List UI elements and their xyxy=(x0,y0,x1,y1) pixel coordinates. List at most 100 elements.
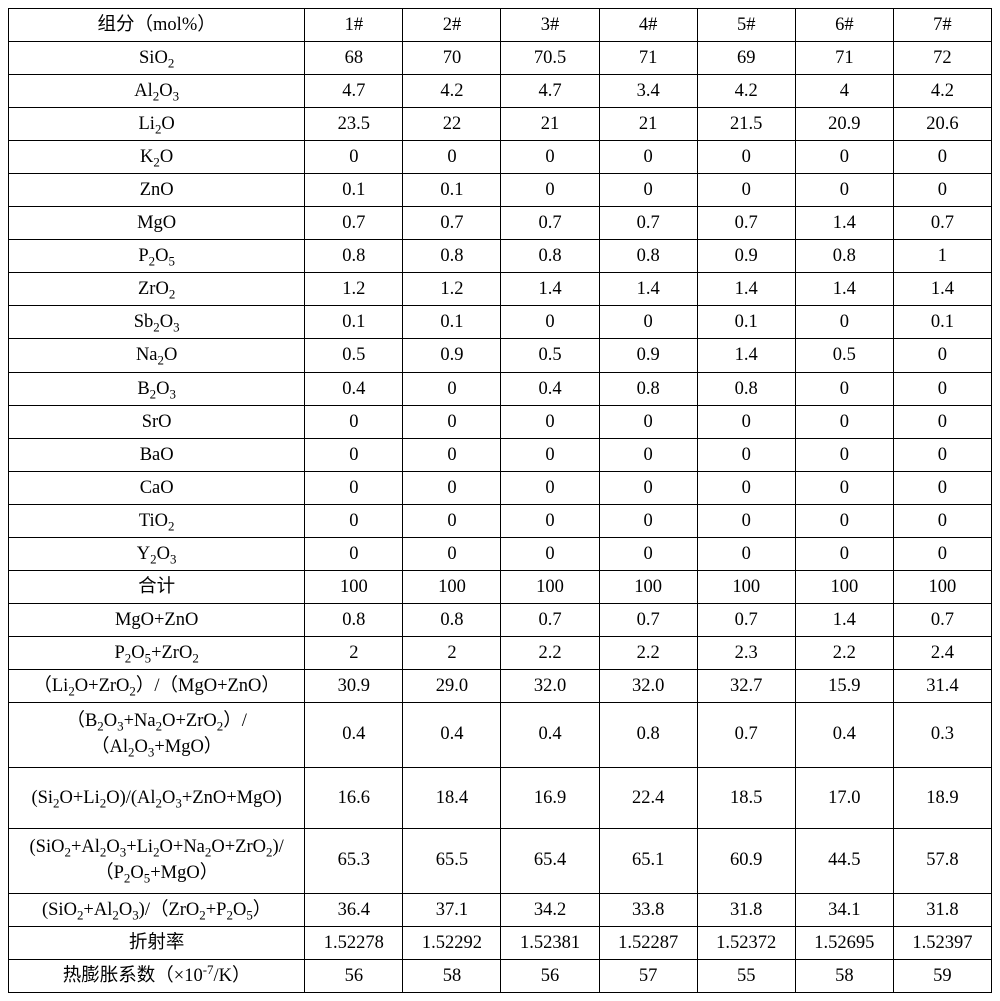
row-label: Al2O3 xyxy=(9,75,305,108)
cell-value: 4.2 xyxy=(403,75,501,108)
cell-value: 1 xyxy=(893,240,991,273)
table-row: Al2O34.74.24.73.44.244.2 xyxy=(9,75,992,108)
cell-value: 56 xyxy=(305,959,403,992)
cell-value: 0.1 xyxy=(305,306,403,339)
cell-value: 65.4 xyxy=(501,828,599,893)
table-body: SiO2687070.571697172Al2O34.74.24.73.44.2… xyxy=(9,42,992,993)
cell-value: 2 xyxy=(403,636,501,669)
cell-value: 0.8 xyxy=(795,240,893,273)
cell-value: 0.8 xyxy=(305,240,403,273)
cell-value: 0.1 xyxy=(697,306,795,339)
table-row: Na2O0.50.90.50.91.40.50 xyxy=(9,339,992,372)
cell-value: 71 xyxy=(795,42,893,75)
cell-value: 0 xyxy=(599,537,697,570)
cell-value: 1.52397 xyxy=(893,926,991,959)
cell-value: 0 xyxy=(501,471,599,504)
cell-value: 0.1 xyxy=(893,306,991,339)
cell-value: 21 xyxy=(599,108,697,141)
cell-value: 1.4 xyxy=(795,603,893,636)
cell-value: 4.2 xyxy=(893,75,991,108)
cell-value: 1.4 xyxy=(795,273,893,306)
row-label: ZnO xyxy=(9,174,305,207)
cell-value: 55 xyxy=(697,959,795,992)
cell-value: 17.0 xyxy=(795,767,893,828)
row-label: K2O xyxy=(9,141,305,174)
row-label: Y2O3 xyxy=(9,537,305,570)
cell-value: 0.1 xyxy=(305,174,403,207)
cell-value: 0.4 xyxy=(305,372,403,405)
row-label: CaO xyxy=(9,471,305,504)
row-label: P2O5+ZrO2 xyxy=(9,636,305,669)
table-row: 热膨胀系数（×10-7/K）56585657555859 xyxy=(9,959,992,992)
cell-value: 0.8 xyxy=(599,240,697,273)
composition-table: 组分（mol%） 1# 2# 3# 4# 5# 6# 7# SiO2687070… xyxy=(8,8,992,993)
cell-value: 0 xyxy=(305,471,403,504)
header-sample: 3# xyxy=(501,9,599,42)
row-label: P2O5 xyxy=(9,240,305,273)
cell-value: 100 xyxy=(305,570,403,603)
row-label: （B2O3+Na2O+ZrO2）/（Al2O3+MgO） xyxy=(9,702,305,767)
cell-value: 2.2 xyxy=(795,636,893,669)
table-row: MgO+ZnO0.80.80.70.70.71.40.7 xyxy=(9,603,992,636)
table-row: ZnO0.10.100000 xyxy=(9,174,992,207)
cell-value: 0.7 xyxy=(403,207,501,240)
cell-value: 37.1 xyxy=(403,893,501,926)
row-label: MgO xyxy=(9,207,305,240)
cell-value: 18.5 xyxy=(697,767,795,828)
row-label: SrO xyxy=(9,405,305,438)
cell-value: 0 xyxy=(893,372,991,405)
row-label: (SiO2+Al2O3+Li2O+Na2O+ZrO2)/（P2O5+MgO） xyxy=(9,828,305,893)
cell-value: 0 xyxy=(599,405,697,438)
cell-value: 23.5 xyxy=(305,108,403,141)
cell-value: 18.4 xyxy=(403,767,501,828)
cell-value: 4.7 xyxy=(501,75,599,108)
cell-value: 0 xyxy=(403,372,501,405)
cell-value: 0 xyxy=(403,141,501,174)
cell-value: 0 xyxy=(893,405,991,438)
cell-value: 0 xyxy=(697,471,795,504)
table-row: MgO0.70.70.70.70.71.40.7 xyxy=(9,207,992,240)
cell-value: 0.8 xyxy=(697,372,795,405)
cell-value: 1.2 xyxy=(403,273,501,306)
table-row: Y2O30000000 xyxy=(9,537,992,570)
cell-value: 31.4 xyxy=(893,669,991,702)
header-sample: 1# xyxy=(305,9,403,42)
cell-value: 0.4 xyxy=(501,372,599,405)
cell-value: 44.5 xyxy=(795,828,893,893)
cell-value: 20.6 xyxy=(893,108,991,141)
row-label: 折射率 xyxy=(9,926,305,959)
cell-value: 0.4 xyxy=(403,702,501,767)
cell-value: 100 xyxy=(501,570,599,603)
cell-value: 0 xyxy=(599,438,697,471)
cell-value: 100 xyxy=(599,570,697,603)
cell-value: 0 xyxy=(599,471,697,504)
cell-value: 0 xyxy=(697,174,795,207)
cell-value: 0 xyxy=(893,141,991,174)
cell-value: 0 xyxy=(795,537,893,570)
table-row: CaO0000000 xyxy=(9,471,992,504)
cell-value: 34.2 xyxy=(501,893,599,926)
cell-value: 65.3 xyxy=(305,828,403,893)
cell-value: 2.3 xyxy=(697,636,795,669)
cell-value: 0 xyxy=(599,306,697,339)
cell-value: 1.52381 xyxy=(501,926,599,959)
cell-value: 58 xyxy=(403,959,501,992)
row-label: Sb2O3 xyxy=(9,306,305,339)
table-row: （Li2O+ZrO2）/（MgO+ZnO）30.929.032.032.032.… xyxy=(9,669,992,702)
cell-value: 4.2 xyxy=(697,75,795,108)
cell-value: 0.9 xyxy=(403,339,501,372)
cell-value: 1.4 xyxy=(501,273,599,306)
cell-value: 22 xyxy=(403,108,501,141)
row-label: Li2O xyxy=(9,108,305,141)
cell-value: 0 xyxy=(501,306,599,339)
row-label: (SiO2+Al2O3)/（ZrO2+P2O5） xyxy=(9,893,305,926)
cell-value: 0.8 xyxy=(501,240,599,273)
row-label: SiO2 xyxy=(9,42,305,75)
header-sample: 4# xyxy=(599,9,697,42)
cell-value: 0 xyxy=(795,174,893,207)
cell-value: 0 xyxy=(599,174,697,207)
cell-value: 100 xyxy=(403,570,501,603)
cell-value: 100 xyxy=(795,570,893,603)
cell-value: 0 xyxy=(795,405,893,438)
row-label: TiO2 xyxy=(9,504,305,537)
